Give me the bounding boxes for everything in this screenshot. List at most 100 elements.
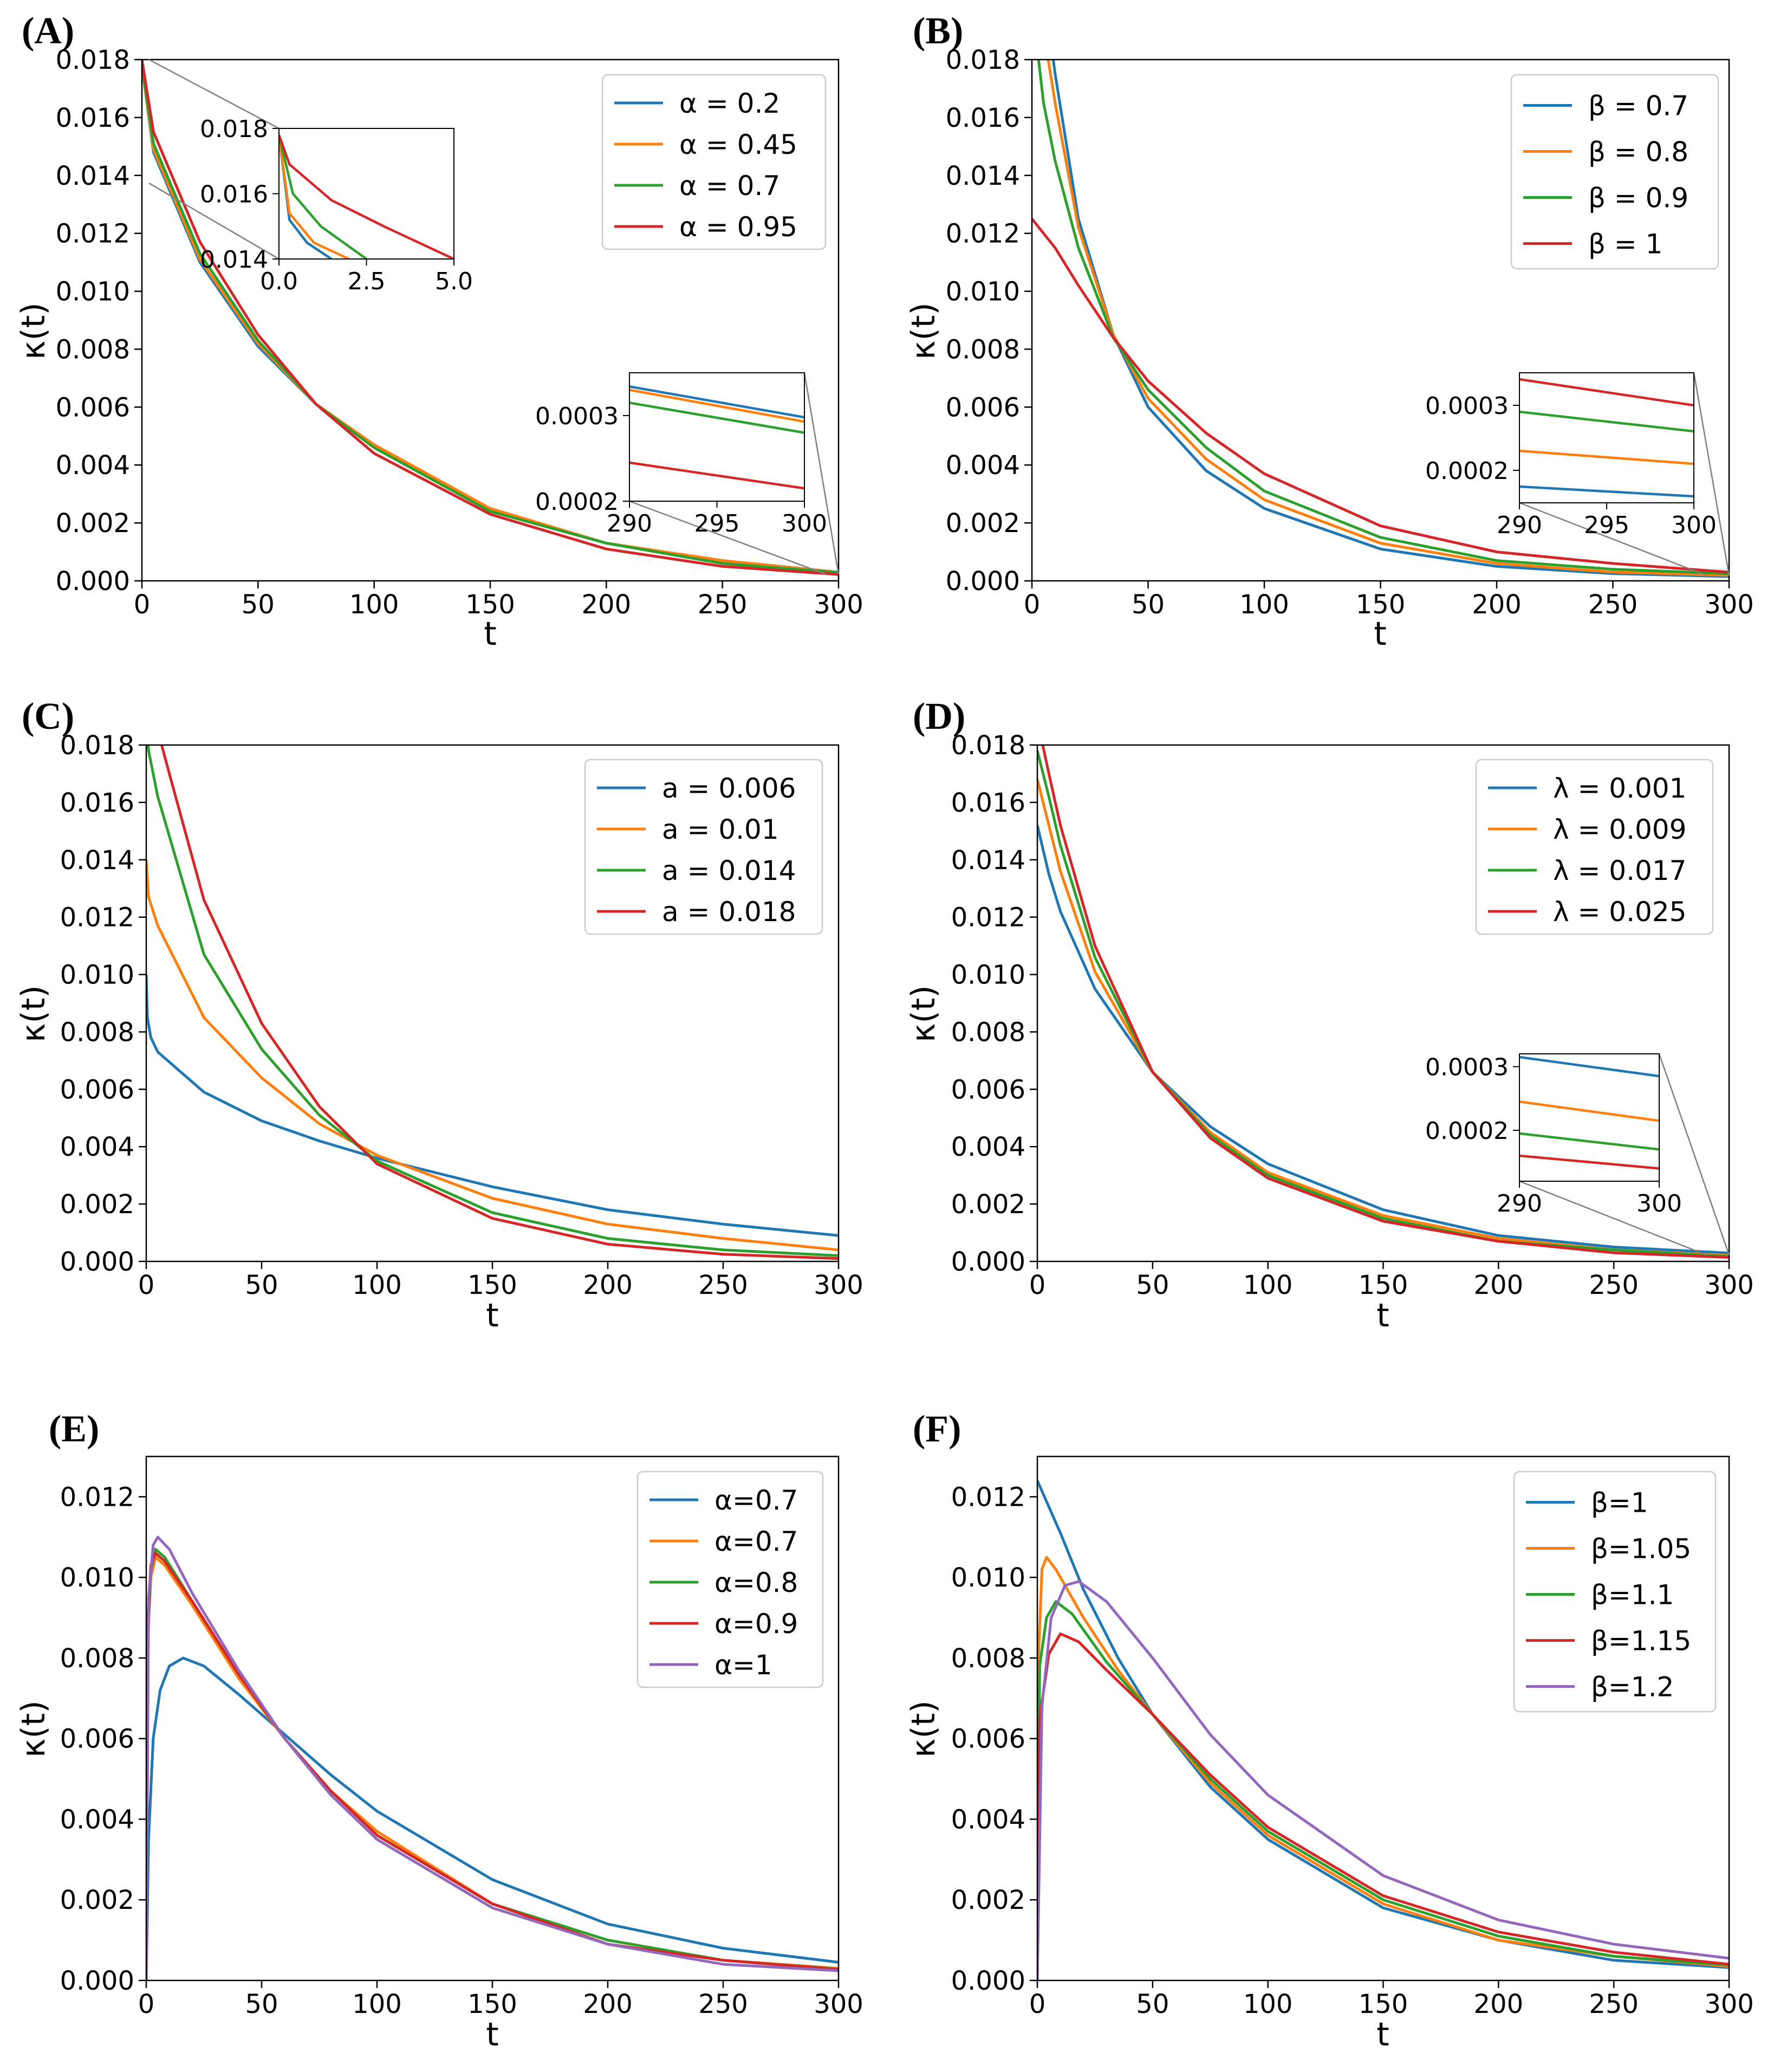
legend-entry-3: a = 0.018 <box>662 896 796 928</box>
y-tick-label: 0.002 <box>951 1189 1025 1220</box>
legend-entry-4: α=1 <box>714 1649 772 1681</box>
legend: a = 0.006 a = 0.01 a = 0.014 a = 0.018 <box>584 759 823 935</box>
x-tick-label: 300 <box>1704 1270 1754 1300</box>
y-tick-label: 0.004 <box>56 450 130 481</box>
inset-y-tick-label: 0.016 <box>200 181 268 209</box>
legend-entry-0: α = 0.2 <box>679 88 780 119</box>
inset-background <box>1519 373 1694 503</box>
x-tick-label: 250 <box>698 1989 748 2019</box>
legend-entry-1: α=0.7 <box>714 1526 798 1557</box>
inset-series-line-1 <box>629 388 804 423</box>
y-tick-label: 0.008 <box>60 1643 134 1674</box>
legend: β = 0.7 β = 0.8 β = 0.9 β = 1 <box>1510 74 1719 270</box>
x-tick-label: 0 <box>1029 1270 1046 1300</box>
y-tick-label: 0.006 <box>60 1074 134 1105</box>
y-tick-label: 0.000 <box>60 1247 134 1277</box>
y-tick-label: 0.008 <box>946 334 1020 365</box>
x-tick-label: 50 <box>245 1989 278 2019</box>
legend-entry-2: a = 0.014 <box>662 855 796 886</box>
y-tick-label: 0.000 <box>56 566 130 597</box>
inset-x-tick-label: 290 <box>1497 1190 1542 1218</box>
legend: α = 0.2 α = 0.45 α = 0.7 α = 0.95 <box>601 74 827 250</box>
x-tick-label: 150 <box>467 1989 517 2019</box>
y-axis-label: κ(t) <box>905 985 943 1043</box>
y-axis-label: κ(t) <box>905 1700 943 1758</box>
series-line-4 <box>146 1536 839 1980</box>
inset-series-line-2 <box>279 134 367 259</box>
inset-connector <box>1519 1180 1707 1256</box>
legend-entry-2: β=1.1 <box>1591 1579 1674 1611</box>
series-line-4 <box>1037 1580 1729 1980</box>
y-tick-label: 0.000 <box>951 1966 1025 1996</box>
legend-entry-3: α=0.9 <box>714 1608 798 1640</box>
legend-entry-0: β = 0.7 <box>1588 90 1688 122</box>
legend-entry-3: β=1.15 <box>1591 1626 1691 1657</box>
y-axis-label: κ(t) <box>15 985 53 1043</box>
y-tick-label: 0.006 <box>951 1074 1025 1105</box>
series-line-3 <box>160 745 839 1260</box>
inset-x-tick-label: 0.0 <box>260 268 298 295</box>
legend-entry-0: a = 0.006 <box>662 773 796 804</box>
x-tick-label: 100 <box>352 1270 402 1300</box>
series-line-1 <box>1037 1556 1729 1980</box>
x-tick-label: 250 <box>1589 1989 1639 2019</box>
series-line-3 <box>1041 745 1729 1259</box>
panel-label: (C) <box>22 696 74 737</box>
legend-box <box>636 1471 824 1688</box>
y-tick-label: 0.016 <box>60 788 134 818</box>
panel-c: (C) 0 50 100 150 200 250 300 0.000 0.002 0.004 0.00… <box>15 696 863 1335</box>
x-axis-label: t <box>1374 615 1387 653</box>
x-tick-label: 300 <box>1704 1989 1754 2019</box>
inset-y-tick-label: 0.0002 <box>1425 457 1509 485</box>
x-tick-label: 300 <box>814 1270 863 1300</box>
y-tick-label: 0.006 <box>60 1724 134 1754</box>
inset-x-tick-label: 2.5 <box>348 268 386 295</box>
series-line-0 <box>146 974 839 1237</box>
y-axis-label: κ(t) <box>905 302 943 360</box>
inset-series <box>279 134 454 259</box>
x-tick-label: 50 <box>1136 1989 1169 2019</box>
legend-entry-2: α=0.8 <box>714 1567 798 1598</box>
inset-series-line-2 <box>1519 410 1694 433</box>
legend-entry-0: α=0.7 <box>714 1485 798 1516</box>
legend: β=1 β=1.05 β=1.1 β=1.15 β=1.2 <box>1513 1471 1717 1713</box>
y-tick-label: 0.004 <box>60 1132 134 1162</box>
series-line-1 <box>1037 779 1729 1257</box>
inset-x-tick-label: 300 <box>1636 1190 1682 1218</box>
y-tick-label: 0.012 <box>60 903 134 933</box>
inset-series <box>1519 1056 1659 1170</box>
inset-series-line-0 <box>1519 485 1694 498</box>
panel-b: (B) 0 50 100 150 200 250 300 0.000 0.002 0.004 0.00… <box>905 10 1754 653</box>
legend-entry-0: β=1 <box>1591 1487 1648 1519</box>
legend-entry-1: λ = 0.009 <box>1553 814 1686 845</box>
x-tick-label: 150 <box>1359 1270 1408 1300</box>
series-line-3 <box>1037 1632 1729 1980</box>
legend-entry-2: α = 0.7 <box>679 170 780 202</box>
y-tick-label: 0.014 <box>60 845 134 876</box>
inset-1: 290 295 300 0.0002 0.0003 <box>535 372 840 575</box>
x-tick-label: 250 <box>1589 1270 1639 1300</box>
y-tick-label: 0.008 <box>60 1017 134 1047</box>
y-tick-label: 0.000 <box>946 566 1020 597</box>
legend-entry-1: β = 0.8 <box>1588 137 1688 168</box>
x-tick-label: 50 <box>242 590 275 620</box>
legend: λ = 0.001 λ = 0.009 λ = 0.017 λ = 0.025 <box>1475 759 1714 935</box>
y-tick-label: 0.016 <box>56 103 130 133</box>
inset-series-line-2 <box>1519 1132 1659 1151</box>
x-tick-label: 100 <box>1239 590 1289 620</box>
y-tick-label: 0.000 <box>60 1966 134 1996</box>
legend-entry-1: a = 0.01 <box>662 814 779 845</box>
inset-series-line-3 <box>279 134 454 259</box>
y-tick-label: 0.014 <box>951 845 1025 876</box>
y-tick-label: 0.012 <box>951 1482 1025 1512</box>
inset-series-line-1 <box>1519 1100 1659 1122</box>
series-group <box>1037 1480 1729 1980</box>
x-tick-label: 100 <box>1243 1989 1293 2019</box>
inset-series-line-3 <box>629 461 804 490</box>
x-tick-label: 200 <box>1474 1270 1524 1300</box>
inset-0: 0.0 2.5 5.0 0.014 0.016 0.018 <box>148 59 473 295</box>
x-tick-label: 200 <box>583 1989 633 2019</box>
panel-a: (A)0 50 100 150 200 250 3000.0000.0020.0040.00… <box>15 10 863 653</box>
series-group <box>1037 745 1729 1259</box>
